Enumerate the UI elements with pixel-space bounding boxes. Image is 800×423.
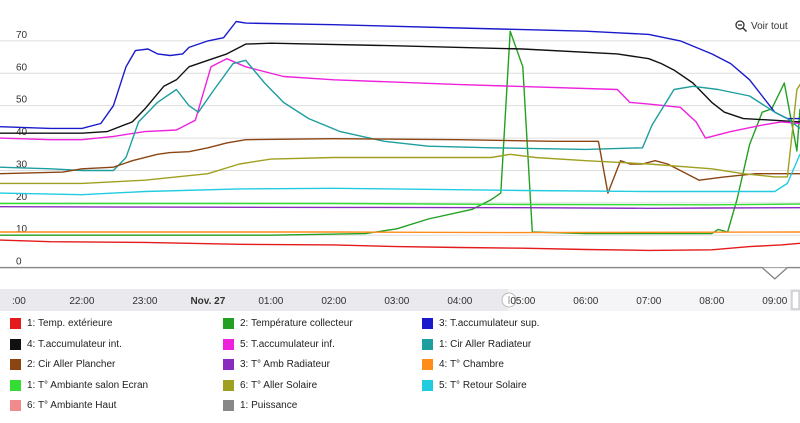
- x-tick-label: 07:00: [636, 296, 661, 307]
- series-line-10: [0, 83, 800, 185]
- legend-label: 4: T.accumulateur int.: [27, 338, 122, 350]
- legend-swatch: [10, 379, 21, 391]
- zoom-out-icon: [735, 20, 748, 33]
- x-tick-label: 08:00: [699, 296, 724, 307]
- legend-swatch: [223, 338, 234, 350]
- series-line-2: [0, 20, 800, 130]
- legend-item[interactable]: 5: T.accumulateur inf.: [223, 338, 335, 350]
- x-tick-label: 22:00: [69, 296, 94, 307]
- series-line-5: [0, 59, 800, 172]
- series-line-6: [0, 138, 800, 194]
- legend-swatch: [422, 318, 433, 329]
- legend-label: 3: T.accumulateur sup.: [439, 318, 540, 329]
- zoom-reset-label: Voir tout: [751, 20, 788, 32]
- series-line-0: [0, 239, 800, 252]
- legend-item[interactable]: 2: Cir Aller Plancher: [10, 359, 115, 370]
- legend-item[interactable]: 4: T.accumulateur int.: [10, 338, 122, 350]
- legend-item[interactable]: 3: T.accumulateur sup.: [422, 318, 539, 329]
- legend-swatch: [10, 318, 21, 329]
- legend-label: 2: Température collecteur: [240, 318, 353, 329]
- legend-item[interactable]: 1: T° Ambiante salon Ecran: [10, 379, 149, 391]
- navigator-handle-right[interactable]: [791, 290, 800, 310]
- legend-swatch: [422, 338, 433, 350]
- legend-label: 2: Cir Aller Plancher: [27, 359, 116, 370]
- legend-swatch: [10, 400, 21, 411]
- y-tick-label: 70: [16, 30, 28, 41]
- x-tick-label: 03:00: [384, 296, 409, 307]
- legend-label: 4: T° Chambre: [439, 359, 504, 370]
- legend-item[interactable]: 1: Puissance: [223, 400, 297, 411]
- x-tick-label: 06:00: [573, 296, 598, 307]
- legend-label: 5: T° Retour Solaire: [439, 379, 527, 391]
- x-tick-label: 01:00: [258, 296, 283, 307]
- x-tick-label: :00: [12, 296, 26, 307]
- legend-item[interactable]: 1: Cir Aller Radiateur: [422, 338, 532, 350]
- series-line-3: [0, 42, 800, 134]
- navigator-selection[interactable]: [508, 289, 790, 311]
- legend-swatch: [223, 359, 234, 370]
- y-tick-label: 10: [16, 224, 28, 235]
- legend-swatch: [223, 400, 234, 411]
- legend-label: 1: T° Ambiante salon Ecran: [27, 379, 149, 391]
- x-tick-label: 04:00: [447, 296, 472, 307]
- legend-swatch: [223, 379, 234, 391]
- legend-item[interactable]: 5: T° Retour Solaire: [422, 379, 527, 391]
- y-tick-label: 50: [16, 95, 28, 106]
- x-tick-label: 23:00: [132, 296, 157, 307]
- time-navigator[interactable]: [0, 289, 800, 311]
- legend-swatch: [422, 359, 433, 370]
- series-lines: [0, 20, 800, 280]
- legend-swatch: [10, 359, 21, 370]
- zoom-reset-button[interactable]: Voir tout: [735, 20, 788, 33]
- legend-swatch: [10, 338, 21, 350]
- legend-item[interactable]: 6: T° Aller Solaire: [223, 379, 318, 391]
- legend-item[interactable]: 3: T° Amb Radiateur: [223, 359, 330, 370]
- legend-item[interactable]: 1: Temp. extérieure: [10, 318, 112, 329]
- legend-label: 1: Cir Aller Radiateur: [439, 338, 532, 350]
- y-tick-label: 30: [16, 159, 28, 170]
- x-tick-label: Nov. 27: [190, 296, 225, 307]
- y-tick-label: 0: [16, 257, 22, 268]
- legend-label: 6: T° Aller Solaire: [240, 379, 318, 391]
- legend-swatch: [223, 318, 234, 329]
- legend-label: 1: Puissance: [240, 400, 298, 411]
- legend-label: 6: T° Ambiante Haut: [27, 400, 117, 411]
- legend-item[interactable]: 6: T° Ambiante Haut: [10, 400, 116, 411]
- legend-item[interactable]: 2: Température collecteur: [223, 318, 353, 329]
- series-line-11: [0, 154, 800, 196]
- series-line-4: [0, 58, 800, 141]
- legend-item[interactable]: 4: T° Chambre: [422, 359, 504, 370]
- legend-label: 3: T° Amb Radiateur: [240, 359, 330, 370]
- series-line-9: [0, 202, 800, 206]
- x-axis-ticks: :00 22:00 23:00 Nov. 27 01:00 02:00 03:00 04:00…: [12, 296, 788, 307]
- series-line-7: [0, 206, 800, 209]
- legend-swatch: [422, 379, 433, 391]
- x-tick-label: 05:00: [510, 296, 535, 307]
- legend-label: 5: T.accumulateur inf.: [240, 338, 335, 350]
- y-tick-label: 20: [16, 192, 28, 203]
- series-line-13: [0, 266, 800, 280]
- series-line-8: [0, 231, 800, 234]
- x-tick-label: 09:00: [762, 296, 787, 307]
- legend-label: 1: Temp. extérieure: [27, 318, 113, 329]
- y-tick-label: 60: [16, 62, 28, 73]
- x-tick-label: 02:00: [321, 296, 346, 307]
